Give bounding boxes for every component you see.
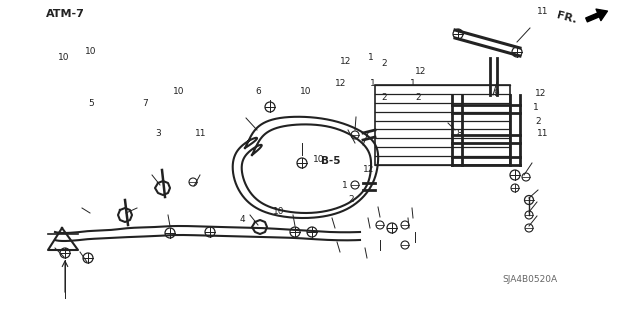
Text: 1: 1 (410, 79, 416, 88)
Text: FR.: FR. (556, 11, 578, 26)
Text: 11: 11 (195, 130, 207, 138)
Text: 10: 10 (273, 206, 285, 216)
Text: 12: 12 (335, 79, 346, 88)
Text: 2: 2 (381, 60, 387, 69)
Text: 11: 11 (537, 6, 548, 16)
Text: 10: 10 (85, 47, 97, 56)
Text: 10: 10 (313, 154, 324, 164)
Text: 2: 2 (348, 195, 354, 204)
Text: B-5: B-5 (321, 156, 340, 166)
Text: SJA4B0520A: SJA4B0520A (502, 275, 557, 284)
Text: ATM-7: ATM-7 (45, 9, 84, 19)
Text: 10: 10 (300, 86, 312, 95)
Text: 2: 2 (415, 93, 420, 101)
Text: 7: 7 (142, 100, 148, 108)
FancyArrowPatch shape (586, 9, 607, 22)
Text: 6: 6 (255, 86, 260, 95)
Text: 12: 12 (363, 165, 374, 174)
Text: 1: 1 (342, 182, 348, 190)
Text: 1: 1 (533, 103, 539, 113)
Text: 3: 3 (155, 130, 161, 138)
Text: 11: 11 (537, 130, 548, 138)
Text: 2: 2 (535, 116, 541, 125)
Text: 10: 10 (58, 53, 70, 62)
Text: 12: 12 (340, 56, 351, 65)
Text: 4: 4 (240, 214, 246, 224)
Text: 9: 9 (493, 90, 499, 99)
Text: 5: 5 (88, 100, 93, 108)
Text: 12: 12 (535, 90, 547, 99)
Text: 1: 1 (370, 79, 376, 88)
Text: 12: 12 (415, 66, 426, 76)
Text: 2: 2 (381, 93, 387, 101)
Text: 8: 8 (456, 130, 461, 138)
Text: 10: 10 (173, 86, 184, 95)
Bar (375, 85, 510, 165)
Text: 1: 1 (368, 53, 374, 62)
